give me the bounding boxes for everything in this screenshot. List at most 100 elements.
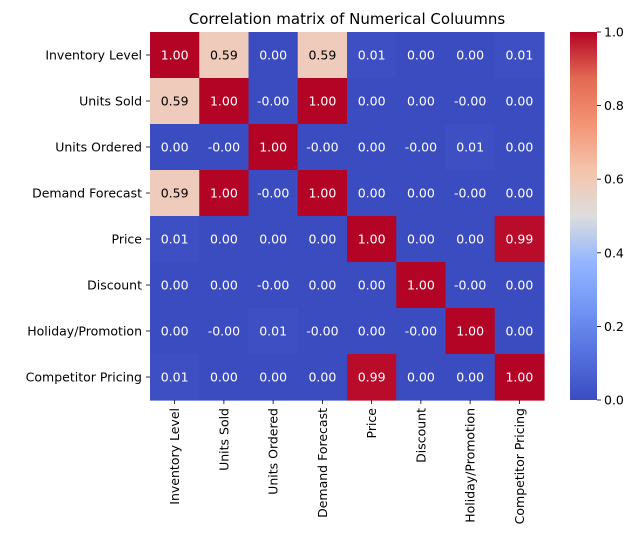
heatmap-cell [396,308,447,355]
heatmap-cell [396,78,447,125]
cell-value-label: 0.00 [407,186,435,201]
heatmap-cell [199,32,250,79]
cell-value-label: 1.00 [358,232,386,247]
heatmap-cell [199,308,250,355]
heatmap-cell [199,170,250,217]
heatmap-cell [297,170,348,217]
y-tick-label: Price [112,232,143,247]
cell-value-label: 0.00 [210,232,238,247]
heatmap-cell [396,124,447,171]
heatmap-cell [445,308,496,355]
x-tick-label: Competitor Pricing [512,408,527,524]
cell-value-label: 1.00 [210,186,238,201]
colorbar-tick-label: 0.6 [604,172,624,187]
cell-value-label: 0.00 [161,278,189,293]
heatmap-cell [445,354,496,401]
cell-value-label: 0.01 [358,48,386,63]
cell-value-label: 0.00 [456,370,484,385]
cell-value-label: 0.00 [358,140,386,155]
heatmap-cell [494,216,545,263]
cell-value-label: 0.00 [259,232,287,247]
heatmap-cell [150,262,200,309]
cell-value-label: 0.00 [407,232,435,247]
heatmap-cell [445,170,496,217]
cell-value-label: -0.00 [306,324,338,339]
heatmap-annotations: 1.00 0.59 0.00 0.59 0.01 0.00 0.00 0.01 0.59 1.00… [161,48,534,385]
heatmap-cells [150,32,545,401]
heatmap-cell [297,78,348,125]
heatmap-cell [199,354,250,401]
x-tick-label: Inventory Level [167,408,182,505]
heatmap-cell [297,216,348,263]
heatmap-cell [396,262,447,309]
cell-value-label: 1.00 [308,94,336,109]
heatmap-cell [150,354,200,401]
cell-value-label: 0.00 [210,278,238,293]
heatmap-cell [347,32,397,79]
heatmap-cell [445,32,496,79]
cell-value-label: 0.00 [505,278,533,293]
cell-value-label: 0.99 [505,232,533,247]
cell-value-label: 0.00 [308,370,336,385]
x-tick-label: Units Sold [216,408,231,471]
heatmap-cell [347,216,397,263]
heatmap-cell [150,32,200,79]
heatmap-cell [494,124,545,171]
heatmap-cell [445,78,496,125]
cell-value-label: -0.00 [454,278,486,293]
y-tick-label: Inventory Level [45,48,142,63]
cell-value-label: -0.00 [208,324,240,339]
cell-value-label: 1.00 [505,370,533,385]
cell-value-label: -0.00 [454,94,486,109]
cell-value-label: 0.00 [259,48,287,63]
heatmap-cell [248,32,299,79]
cell-value-label: -0.00 [257,278,289,293]
chart-title: Correlation matrix of Numerical Coluumns [189,10,506,28]
heatmap-cell [347,124,397,171]
cell-value-label: 0.59 [308,48,336,63]
heatmap-cell [494,308,545,355]
heatmap-cell [248,216,299,263]
cell-value-label: 0.59 [161,186,189,201]
x-tick-label: Discount [413,408,428,463]
cell-value-label: 0.00 [505,140,533,155]
y-tick-label: Units Ordered [55,140,142,155]
cell-value-label: 1.00 [161,48,189,63]
cell-value-label: 0.00 [456,48,484,63]
cell-value-label: 0.00 [210,370,238,385]
heatmap-cell [347,170,397,217]
cell-value-label: 0.00 [259,370,287,385]
heatmap-cell [150,308,200,355]
x-tick-labels: Inventory Level Units Sold Units Ordered De… [167,400,527,524]
heatmap-cell [199,216,250,263]
cell-value-label: 0.00 [505,324,533,339]
cell-value-label: 0.59 [210,48,238,63]
heatmap-cell [297,32,348,79]
cell-value-label: 0.00 [407,370,435,385]
heatmap-cell [297,262,348,309]
y-tick-label: Competitor Pricing [26,370,142,385]
cell-value-label: 0.00 [161,140,189,155]
heatmap-cell [494,78,545,125]
cell-value-label: -0.00 [257,94,289,109]
heatmap-cell [396,32,447,79]
heatmap-cell [347,262,397,309]
cell-value-label: 0.00 [358,186,386,201]
colorbar [570,32,597,400]
x-tick-label: Demand Forecast [315,408,330,518]
colorbar-tick-label: 0.0 [604,393,624,408]
heatmap-cell [297,124,348,171]
heatmap-cell [396,216,447,263]
cell-value-label: 0.00 [505,94,533,109]
cell-value-label: 0.00 [358,94,386,109]
cell-value-label: -0.00 [306,140,338,155]
x-tick-label: Holiday/Promotion [463,408,478,523]
colorbar-tick-label: 0.2 [604,319,624,334]
heatmap-cell [199,78,250,125]
heatmap-cell [445,216,496,263]
heatmap-cell [150,78,200,125]
cell-value-label: 0.00 [358,324,386,339]
heatmap-cell [445,124,496,171]
heatmap-cell [494,262,545,309]
